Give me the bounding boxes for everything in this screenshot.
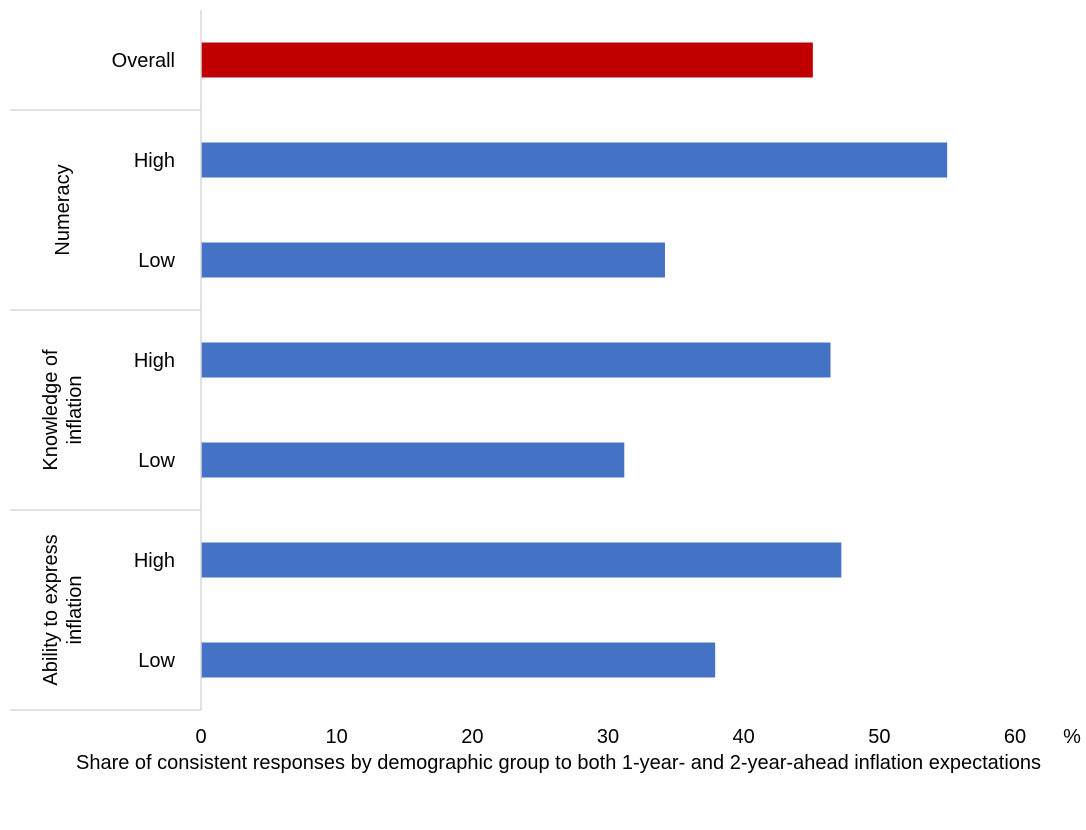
group-label: Ability to express inflation: [40, 534, 86, 685]
category-label: High: [134, 550, 175, 572]
group-label-line: Ability to express: [40, 534, 62, 685]
x-tick-label: 60: [1004, 726, 1026, 745]
group-label-line: inflation: [64, 376, 86, 445]
category-label: Low: [138, 650, 175, 672]
group-label-line: inflation: [64, 576, 86, 645]
bar-chart: Overall High Low High Low High Low Numeracy Know…: [10, 10, 1081, 745]
bar-0-0: [201, 42, 813, 78]
group-label-line: Knowledge of: [40, 349, 62, 471]
bar-3-1: [201, 642, 716, 678]
group-label-line: Numeracy: [52, 164, 74, 255]
group-label: Knowledge of inflation: [40, 349, 86, 471]
x-tick-label: 30: [597, 726, 619, 745]
category-label: High: [134, 150, 175, 172]
group-label: Numeracy: [52, 164, 74, 255]
x-tick-label: 50: [868, 726, 890, 745]
x-tick-label: 0: [195, 726, 206, 745]
category-label: High: [134, 350, 175, 372]
category-label: Low: [138, 250, 175, 272]
bar-3-0: [201, 542, 842, 578]
x-tick-label: 20: [461, 726, 483, 745]
bar-2-0: [201, 342, 831, 378]
bar-1-0: [201, 142, 948, 178]
x-unit-label: %: [1063, 726, 1081, 745]
bar-1-1: [201, 242, 665, 278]
chart-caption: Share of consistent responses by demogra…: [76, 752, 1042, 774]
category-label: Overall: [112, 50, 175, 72]
category-label: Low: [138, 450, 175, 472]
x-tick-label: 40: [733, 726, 755, 745]
bar-2-1: [201, 442, 625, 478]
x-tick-label: 10: [326, 726, 348, 745]
